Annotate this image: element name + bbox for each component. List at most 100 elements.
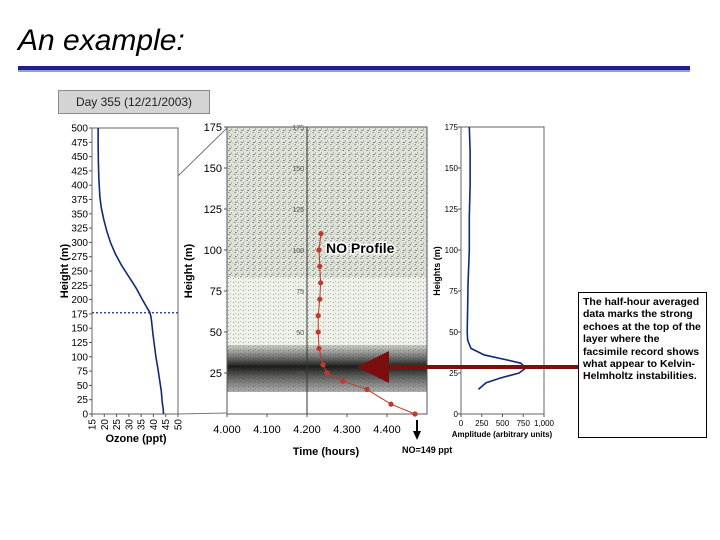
facsimile-inner-tick-label: 100 [292, 248, 304, 255]
ozone-x-tick-label: 30 [124, 419, 135, 431]
facsimile-chart: 25 50 75 100 125 150 175 25 50 75 100 125 150 175 4.… [177, 122, 452, 458]
amplitude-x-tick-label: 1,000 [534, 419, 555, 428]
facsimile-y-tick-label: 75 [210, 286, 222, 298]
ozone-y-tick-label: 500 [71, 124, 88, 135]
facsimile-x-tick-label: 4.300 [333, 424, 361, 436]
amplitude-plot-area [460, 126, 545, 415]
ozone-y-tick-label: 150 [71, 324, 88, 335]
amplitude-x-tick-label: 250 [475, 419, 489, 428]
ozone-y-tick-label: 300 [71, 238, 88, 249]
amplitude-chart: 0 25 50 75 100 125 150 175 0 250 500 750 1,000 Heig… [432, 123, 555, 439]
facsimile-inner-tick-label: 25 [296, 371, 304, 378]
ozone-x-tick-label: 40 [149, 419, 160, 431]
no-profile-point [320, 362, 326, 368]
ozone-y-tick-label: 400 [71, 181, 88, 192]
facsimile-x-tick-label: 4.200 [293, 424, 321, 436]
ozone-x-tick-label: 15 [88, 419, 99, 431]
ozone-y-tick-label: 200 [71, 295, 88, 306]
amplitude-y-tick-label: 50 [449, 328, 458, 337]
facsimile-y-tick-label: 25 [210, 368, 222, 380]
ozone-x-tick-label: 35 [137, 419, 148, 431]
zoom-connector-bottom [177, 412, 228, 415]
ozone-y-tick-label: 350 [71, 209, 88, 220]
amplitude-profile-line [466, 126, 527, 391]
no-profile-point [324, 370, 330, 376]
facsimile-y-tick-label: 50 [210, 327, 222, 339]
amplitude-y-tick-label: 0 [454, 410, 459, 419]
ozone-y-tick-label: 175 [71, 309, 88, 320]
no-profile-point [316, 345, 322, 351]
facsimile-x-label: Time (hours) [293, 446, 360, 458]
ozone-x-label: Ozone (ppt) [105, 433, 166, 445]
day-label: Day 355 (12/21/2003) [58, 90, 210, 114]
ozone-y-label: Height (m) [59, 243, 71, 298]
amplitude-y-tick-label: 150 [445, 164, 459, 173]
no-profile-point [317, 263, 323, 269]
ozone-x-tick-label: 20 [100, 419, 111, 431]
no-profile-point [317, 296, 323, 302]
ozone-chart: 0 25 50 75 100 125 150 175 200 225 250 275 300 325 350… [59, 124, 185, 446]
facsimile-y-tick-label: 100 [204, 245, 222, 257]
facsimile-y-tick-label: 125 [204, 204, 222, 216]
facsimile-y-tick-label: 150 [204, 163, 222, 175]
slide-title: An example: [18, 24, 185, 57]
title-rule [18, 66, 690, 72]
facsimile-near-ground [227, 392, 427, 414]
no-profile-point [412, 411, 418, 417]
ozone-x-tick-label: 25 [112, 419, 123, 431]
ozone-y-tick-label: 0 [82, 410, 88, 421]
facsimile-inner-tick-label: 150 [292, 166, 304, 173]
facsimile-y-tick-label: 175 [204, 122, 222, 134]
facsimile-frame [226, 126, 428, 415]
no-profile-point [318, 280, 324, 286]
no-profile-point [316, 247, 322, 253]
facsimile-inner-tick-label: 50 [296, 330, 304, 337]
amplitude-y-tick-label: 175 [445, 123, 459, 132]
annotation-box: The half-hour averaged data marks the st… [578, 292, 707, 438]
no-marker-arrow [413, 420, 421, 440]
facsimile-x-tick-label: 4.400 [373, 424, 401, 436]
amplitude-x-tick-label: 500 [496, 419, 510, 428]
amplitude-x-label: Amplitude (arbitrary units) [452, 430, 553, 439]
amplitude-y-tick-label: 125 [445, 205, 459, 214]
facsimile-inner-tick-label: 125 [292, 207, 304, 214]
ozone-y-tick-label: 475 [71, 138, 88, 149]
ozone-y-tick-label: 125 [71, 338, 88, 349]
ozone-y-tick-label: 425 [71, 166, 88, 177]
facsimile-y-label: Height (m) [183, 243, 195, 298]
ozone-y-tick-label: 100 [71, 352, 88, 363]
facsimile-texture [227, 127, 427, 277]
ozone-profile-line [97, 128, 165, 415]
ozone-y-tick-label: 225 [71, 281, 88, 292]
no-marker-label: NO=149 ppt [402, 445, 452, 455]
facsimile-x-tick-label: 4.000 [213, 424, 241, 436]
amplitude-x-tick-label: 0 [459, 419, 464, 428]
ozone-y-tick-label: 75 [77, 367, 89, 378]
amplitude-x-tick-label: 750 [517, 419, 531, 428]
facsimile-inner-tick-label: 75 [296, 289, 304, 296]
ozone-y-tick-label: 50 [77, 381, 89, 392]
ozone-y-tick-label: 325 [71, 224, 88, 235]
no-profile-point [364, 386, 370, 392]
amplitude-y-tick-label: 75 [449, 287, 458, 296]
no-profile-line [317, 233, 416, 415]
facsimile-inner-tick-label: 175 [292, 125, 304, 132]
ozone-y-tick-label: 450 [71, 152, 88, 163]
ozone-y-tick-label: 25 [77, 395, 89, 406]
no-profile-point [318, 231, 324, 237]
amplitude-y-label: Heights (m) [432, 246, 442, 296]
amplitude-y-tick-label: 25 [449, 369, 458, 378]
no-profile-label: NO Profile [326, 240, 395, 256]
ozone-plot-area [91, 127, 179, 415]
ozone-y-tick-label: 375 [71, 195, 88, 206]
zoom-connector-top [177, 127, 228, 177]
no-profile-point [340, 378, 346, 384]
facsimile-x-tick-label: 4.100 [253, 424, 281, 436]
amplitude-y-tick-label: 100 [445, 246, 459, 255]
ozone-x-tick-label: 45 [161, 419, 172, 431]
no-profile-point [315, 313, 321, 319]
no-profile-point [388, 401, 394, 407]
ozone-x-tick-label: 50 [174, 419, 185, 431]
ozone-y-tick-label: 275 [71, 252, 88, 263]
